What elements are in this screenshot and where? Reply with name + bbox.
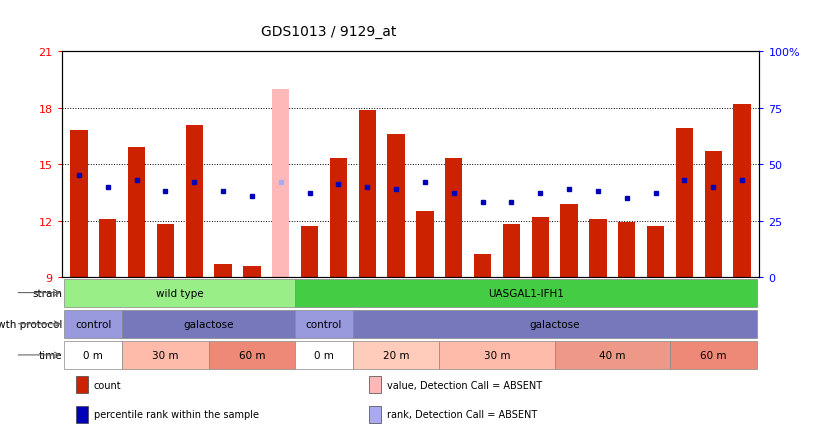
- Bar: [122, 310, 296, 338]
- Bar: [733, 105, 750, 277]
- Bar: [76, 406, 88, 423]
- Bar: [186, 125, 203, 277]
- Bar: [704, 151, 722, 277]
- Bar: [676, 129, 693, 277]
- Text: control: control: [305, 319, 342, 329]
- Text: time: time: [39, 350, 62, 360]
- Bar: [353, 310, 756, 338]
- Text: percentile rank within the sample: percentile rank within the sample: [94, 409, 259, 419]
- Text: 0 m: 0 m: [314, 350, 334, 360]
- Text: UASGAL1-IFH1: UASGAL1-IFH1: [488, 288, 564, 298]
- Bar: [272, 90, 289, 277]
- Bar: [532, 217, 549, 277]
- Text: control: control: [75, 319, 112, 329]
- Bar: [618, 223, 635, 277]
- Bar: [647, 227, 664, 277]
- Text: 30 m: 30 m: [152, 350, 179, 360]
- Text: strain: strain: [32, 288, 62, 298]
- Bar: [243, 266, 260, 277]
- Bar: [474, 255, 491, 277]
- Text: value, Detection Call = ABSENT: value, Detection Call = ABSENT: [387, 380, 542, 390]
- Bar: [445, 159, 462, 277]
- Bar: [65, 310, 122, 338]
- Bar: [353, 341, 439, 369]
- Bar: [128, 148, 145, 277]
- Bar: [589, 219, 607, 277]
- Bar: [65, 279, 296, 307]
- Bar: [99, 219, 117, 277]
- Bar: [439, 341, 555, 369]
- Bar: [555, 341, 670, 369]
- Text: galactose: galactose: [183, 319, 234, 329]
- Bar: [296, 341, 353, 369]
- Bar: [122, 341, 209, 369]
- Bar: [65, 341, 122, 369]
- Bar: [561, 204, 578, 277]
- Text: wild type: wild type: [156, 288, 204, 298]
- Text: count: count: [94, 380, 122, 390]
- Text: 40 m: 40 m: [599, 350, 626, 360]
- Text: galactose: galactose: [530, 319, 580, 329]
- Bar: [359, 110, 376, 277]
- Bar: [301, 227, 319, 277]
- Text: 30 m: 30 m: [484, 350, 511, 360]
- Bar: [670, 341, 756, 369]
- Text: GDS1013 / 9129_at: GDS1013 / 9129_at: [261, 25, 396, 39]
- Text: rank, Detection Call = ABSENT: rank, Detection Call = ABSENT: [387, 409, 537, 419]
- Bar: [369, 406, 381, 423]
- Text: 60 m: 60 m: [700, 350, 727, 360]
- Text: 60 m: 60 m: [239, 350, 265, 360]
- Text: growth protocol: growth protocol: [0, 319, 62, 329]
- Bar: [296, 310, 353, 338]
- Text: 0 m: 0 m: [84, 350, 103, 360]
- Bar: [416, 212, 433, 277]
- Bar: [369, 377, 381, 393]
- Bar: [71, 131, 88, 277]
- Bar: [157, 225, 174, 277]
- Bar: [388, 135, 405, 277]
- Bar: [214, 264, 232, 277]
- Bar: [330, 159, 347, 277]
- Bar: [209, 341, 296, 369]
- Bar: [76, 377, 88, 393]
- Bar: [296, 279, 756, 307]
- Text: 20 m: 20 m: [383, 350, 410, 360]
- Bar: [502, 225, 520, 277]
